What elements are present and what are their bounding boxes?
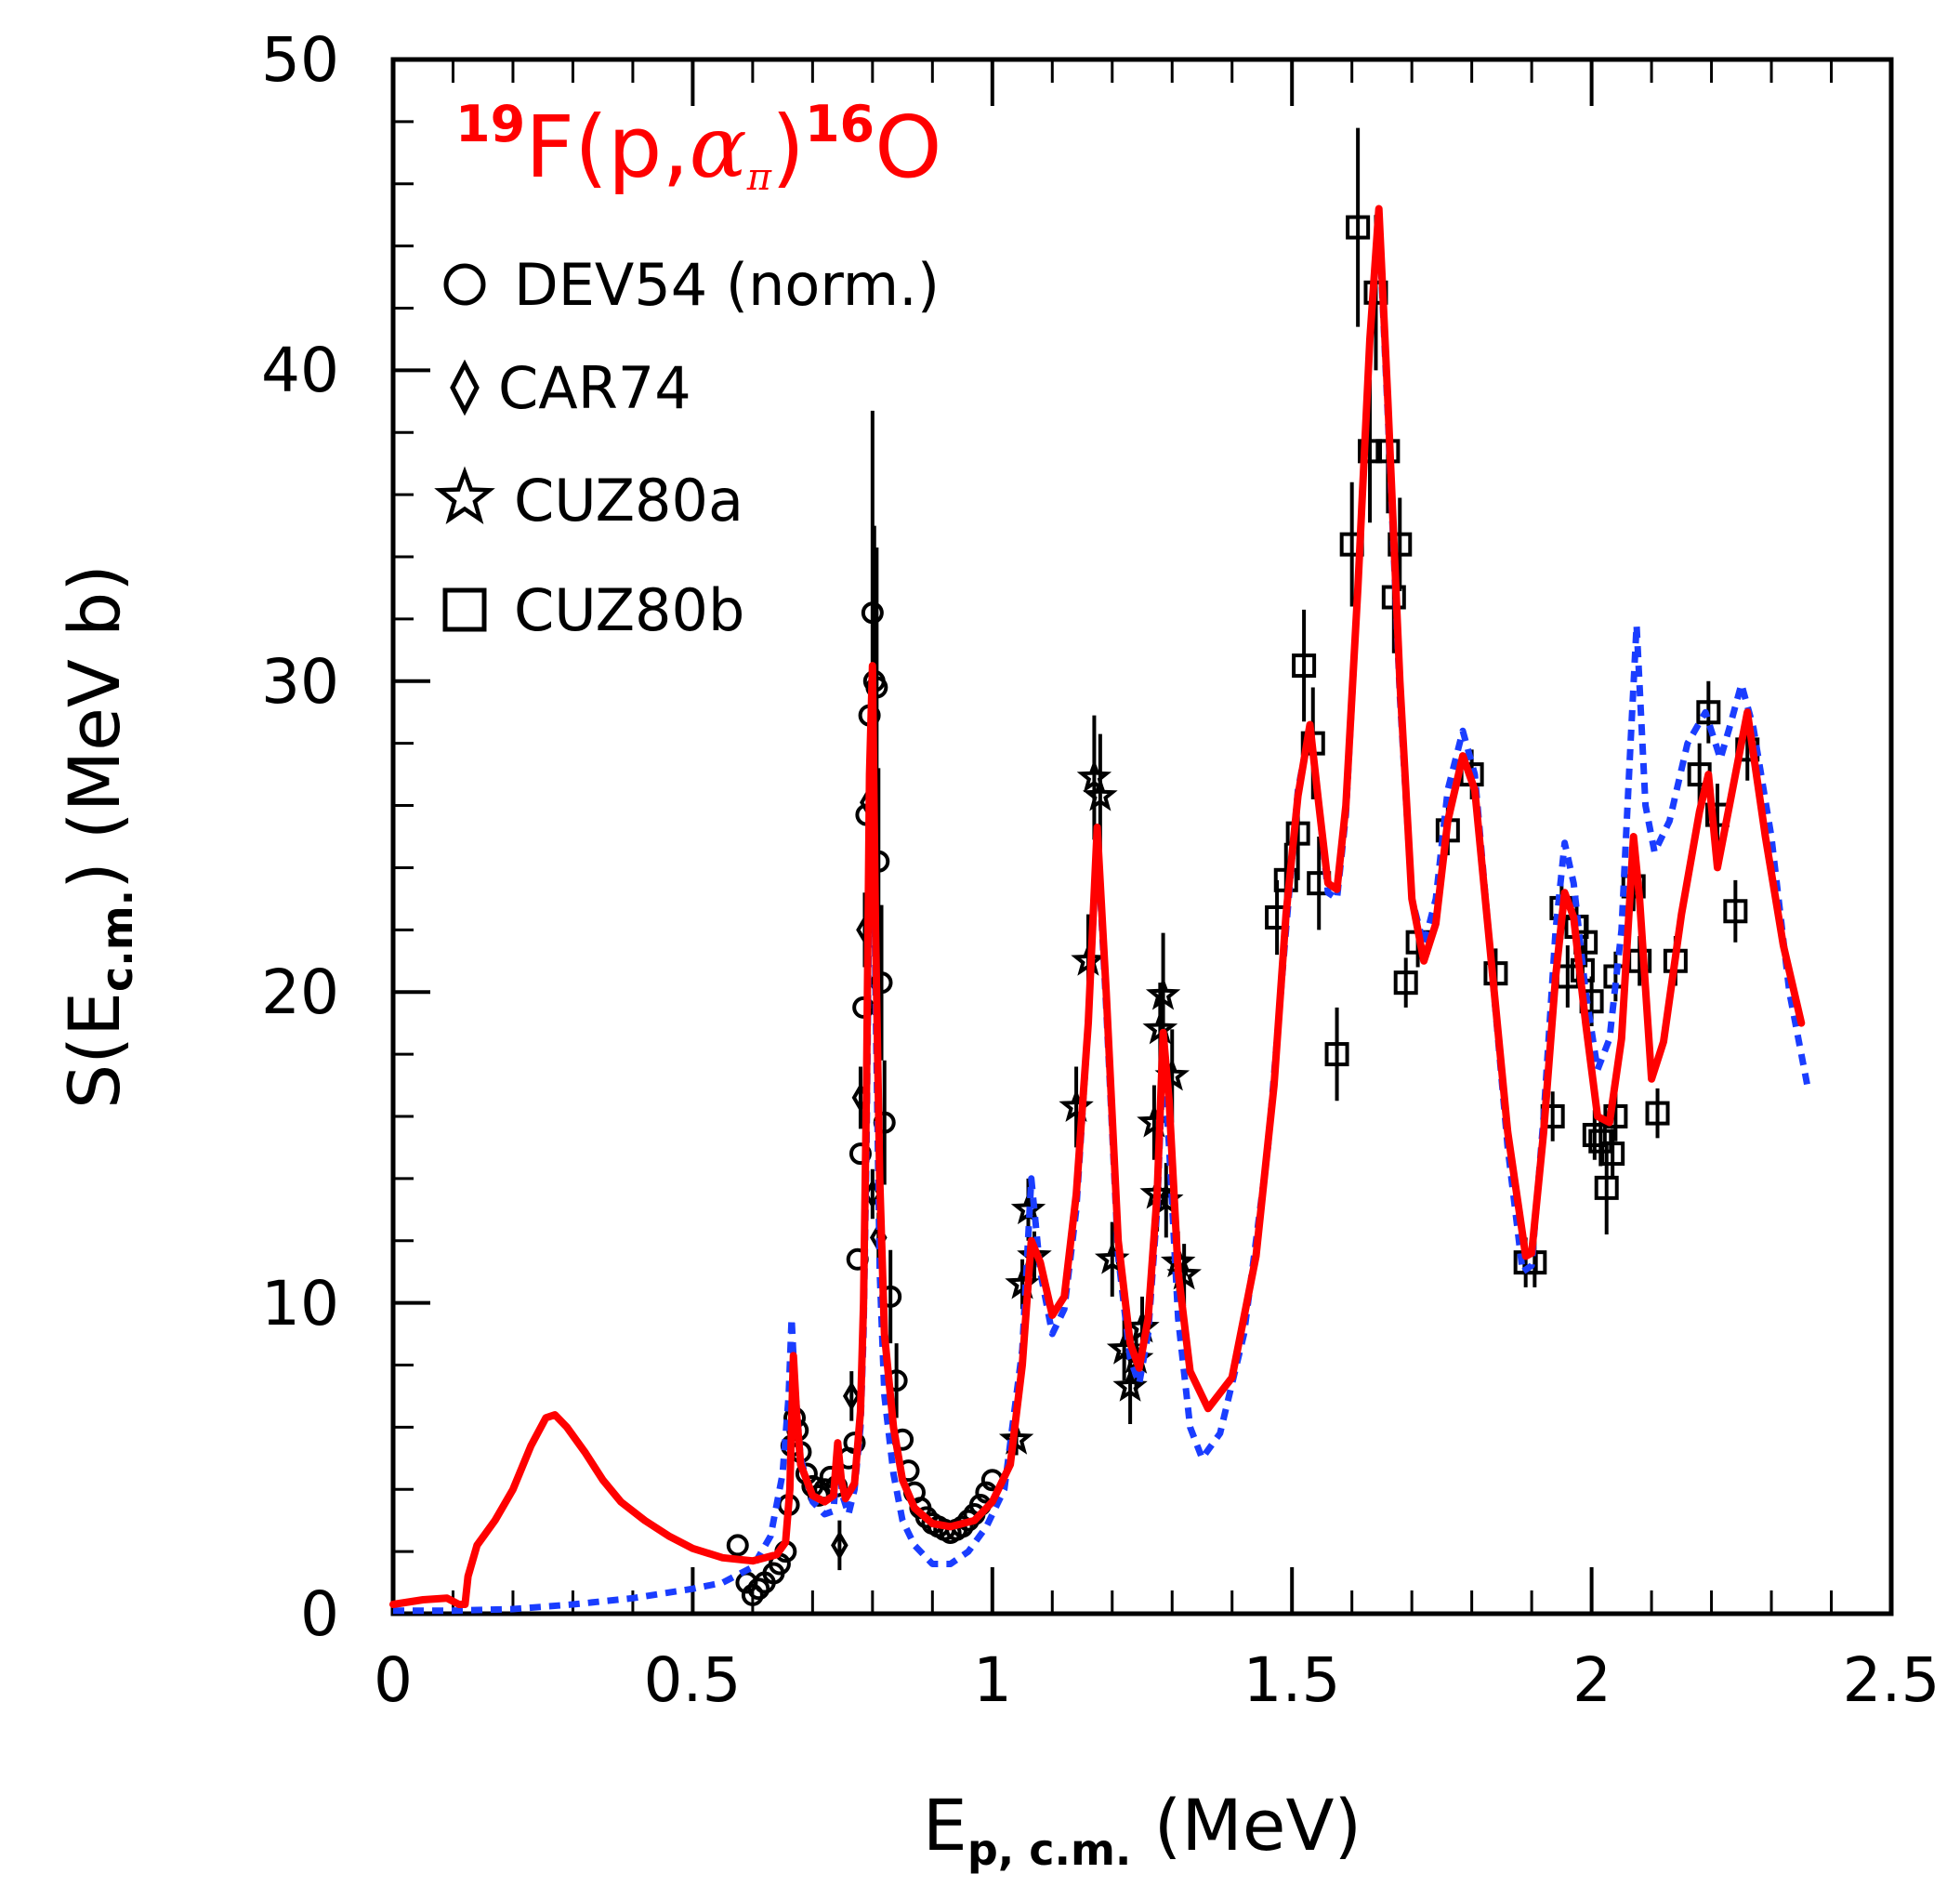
x-axis-label-main: E (923, 1784, 967, 1867)
y-axis-label-subscript: c.m. (92, 890, 142, 992)
y-axis-label: S(Ec.m.) (MeV b) (53, 564, 142, 1109)
legend: DEV54 (norm.) CAR74 CUZ80a CUZ80b (434, 251, 940, 644)
car74-point (831, 1530, 848, 1561)
title-alpha: α (690, 98, 747, 197)
y-tick-labels: 0 10 20 30 40 50 (261, 24, 339, 1650)
cuz80b-point (1645, 1101, 1670, 1126)
cuz80a-point (1145, 976, 1181, 1010)
cuz80a-point (1076, 759, 1112, 793)
dev54-norm-point (741, 1583, 764, 1606)
x-tick-label: 1 (973, 1644, 1012, 1716)
x-tick-label: 0 (374, 1644, 413, 1716)
y-tick-label: 50 (261, 24, 339, 96)
dev54-norm-point (870, 971, 893, 995)
x-tick-labels: 0 0.5 1 1.5 2 2.5 (374, 1644, 1940, 1716)
x-axis-label: Ep, c.m. (MeV) (923, 1784, 1361, 1875)
y-axis-label-unit: ) (MeV b) (53, 564, 136, 890)
title-product-mass: 16 (805, 95, 875, 153)
major-ticks (391, 58, 1893, 1616)
y-tick-label: 40 (261, 335, 339, 406)
title-reaction-start: F(p, (525, 98, 689, 197)
cuz80a-point (1082, 777, 1118, 811)
fit-curve-solid (389, 205, 1806, 1608)
x-tick-label: 2 (1572, 1644, 1611, 1716)
cuz80b-point (1723, 899, 1748, 924)
cuz80a-point (1112, 1368, 1148, 1402)
dev54-norm-point (726, 1534, 749, 1557)
cuz80b-point (1600, 1141, 1625, 1167)
minor-ticks (393, 59, 1834, 1614)
plot-frame (390, 57, 1894, 1616)
dev54-norm-point (861, 601, 884, 625)
cuz80b-point (1393, 970, 1418, 996)
y-tick-label: 0 (300, 1578, 339, 1650)
x-tick-label: 1.5 (1243, 1644, 1341, 1716)
y-axis-label-main: S(E (53, 992, 136, 1109)
cuz80b-point (1582, 1123, 1607, 1148)
y-tick-label: 10 (261, 1268, 339, 1339)
legend-marker-diamond (450, 359, 480, 416)
y-tick-label: 30 (261, 646, 339, 718)
legend-marker-star (434, 466, 495, 525)
chart-title: 19F(p,απ)16O (455, 95, 942, 199)
cuz80b-point (1594, 1175, 1619, 1200)
legend-marker-circle (443, 263, 486, 306)
cuz80b-point (1358, 439, 1383, 464)
dev54-norm-point (848, 1142, 872, 1166)
title-alpha-subscript: π (746, 156, 772, 199)
legend-label: CUZ80a (514, 467, 743, 534)
x-axis-label-subscript: p, c.m. (967, 1825, 1132, 1875)
cuz80b-point (1346, 215, 1371, 240)
legend-label: DEV54 (norm.) (514, 251, 940, 319)
dev54-norm-point (865, 676, 888, 699)
x-tick-label: 0.5 (644, 1644, 742, 1716)
dev54-norm-point (747, 1577, 770, 1601)
y-tick-label: 20 (261, 957, 339, 1028)
car74-point (842, 1380, 861, 1411)
cuz80b-point (1292, 653, 1317, 679)
legend-label: CUZ80b (514, 576, 744, 644)
fit-curves (389, 205, 1811, 1615)
title-product: O (875, 98, 941, 197)
cuz80b-point (1324, 1042, 1349, 1067)
cuz80b-point (1696, 700, 1721, 725)
x-tick-label: 2.5 (1843, 1644, 1940, 1716)
cuz80b-point (1388, 532, 1413, 557)
legend-marker-square (442, 587, 487, 632)
title-reaction-close: ) (771, 98, 805, 197)
x-axis-label-unit: (MeV) (1131, 1784, 1361, 1867)
title-target-mass: 19 (455, 95, 525, 153)
legend-label: CAR74 (498, 354, 691, 422)
